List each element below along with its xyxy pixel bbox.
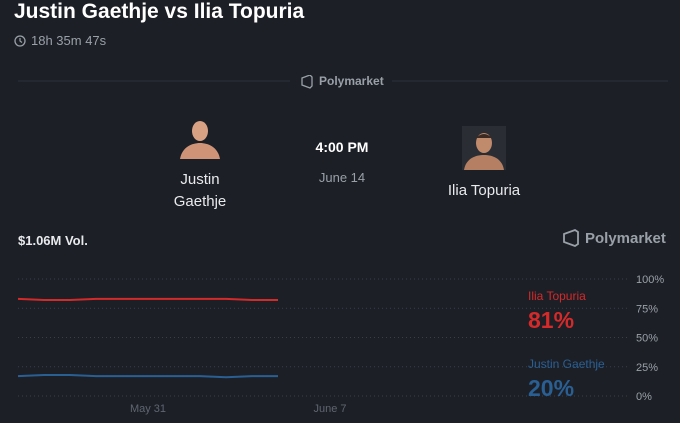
fighter-name: Ilia Topuria bbox=[447, 182, 521, 199]
y-tick-label: 75% bbox=[636, 303, 658, 315]
legend-label: Justin Gaethje bbox=[528, 357, 605, 371]
event-time: 4:00 PM bbox=[315, 139, 369, 155]
y-tick-label: 100% bbox=[636, 274, 664, 286]
fighter-photo bbox=[178, 115, 222, 159]
title: Justin Gaethje vs Ilia Topuria bbox=[14, 0, 305, 23]
event-date: June 14 bbox=[318, 170, 366, 185]
y-tick-label: 25% bbox=[636, 362, 658, 374]
legend-value: 20% bbox=[528, 375, 574, 401]
line bbox=[17, 373, 278, 379]
legend-value: 81% bbox=[528, 307, 574, 333]
fighter-name: Justin bbox=[180, 171, 220, 188]
brand: Polymarket bbox=[319, 74, 384, 88]
volume: $1.06M Vol. bbox=[18, 233, 88, 248]
fighter-name: Gaethje bbox=[173, 193, 227, 210]
brand-logo bbox=[563, 229, 579, 247]
clock-icon bbox=[14, 35, 26, 47]
y-tick-label: 0% bbox=[636, 391, 652, 403]
divider bbox=[18, 75, 668, 89]
x-tick-label: June 7 bbox=[313, 403, 346, 415]
x-tick-label: May 31 bbox=[130, 403, 166, 415]
fighter-photo bbox=[462, 126, 506, 170]
countdown: 18h 35m 47s bbox=[31, 33, 107, 48]
legend-label: Ilia Topuria bbox=[528, 289, 586, 303]
brand: Polymarket bbox=[585, 230, 666, 247]
y-tick-label: 50% bbox=[636, 333, 658, 345]
line bbox=[17, 297, 278, 302]
